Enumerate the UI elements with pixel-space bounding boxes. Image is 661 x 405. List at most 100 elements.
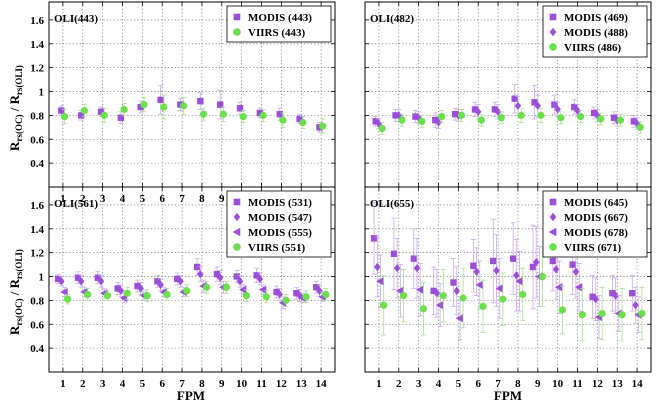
data-point [376, 277, 384, 286]
data-point [509, 255, 517, 262]
data-point [259, 111, 267, 119]
legend: MODIS (531) MODIS (547) MODIS (555) VIIRS (… [226, 190, 332, 258]
y-tick-label: 1 [39, 87, 45, 99]
y-tick-label: 0.6 [30, 134, 44, 146]
data-point [77, 112, 85, 119]
legend-box [542, 5, 648, 58]
data-point [638, 309, 646, 318]
x-tick-label: 2 [80, 193, 86, 205]
data-point [551, 101, 558, 108]
data-point [163, 290, 171, 299]
data-point [256, 109, 264, 117]
data-point [632, 300, 639, 310]
data-point [471, 106, 479, 113]
series-2 [374, 225, 639, 324]
data-point [499, 295, 507, 303]
data-point [143, 292, 151, 300]
legend-label: VIIRS (671) [564, 242, 621, 254]
x-tick-label: 13 [612, 378, 624, 390]
legend-box [226, 5, 332, 43]
data-point [494, 107, 502, 117]
data-point [236, 277, 244, 286]
data-point [120, 105, 128, 114]
data-point [380, 301, 388, 309]
data-point [77, 277, 85, 286]
legend-label: VIIRS (486) [564, 42, 621, 54]
x-tick-label: 9 [535, 378, 541, 390]
data-point [578, 311, 586, 319]
y-tick-label: 0.6 [30, 319, 44, 331]
x-tick-label: 9 [219, 378, 225, 390]
legend-label: MODIS (531) [248, 197, 312, 209]
x-tick-label: 8 [199, 378, 205, 390]
data-point [134, 282, 141, 290]
legend-marker [549, 212, 557, 222]
data-point [537, 111, 545, 119]
data-point [549, 257, 557, 265]
data-point [450, 279, 457, 286]
data-point [609, 290, 616, 297]
x-tick-label: 4 [120, 378, 126, 390]
legend-box [542, 190, 648, 258]
data-point [94, 274, 102, 281]
data-point [374, 262, 381, 272]
panel-title: OLI(655) [370, 198, 414, 210]
x-tick-label: 8 [199, 193, 205, 205]
data-point [117, 114, 125, 121]
x-tick-label: 7 [179, 193, 185, 205]
legend: MODIS (469) MODIS (488) VIIRS (486) [542, 5, 648, 58]
data-point [123, 289, 131, 297]
data-point [552, 265, 560, 274]
data-point [435, 300, 444, 310]
data-point [197, 97, 204, 105]
legend-marker [233, 28, 241, 36]
panel-title: OLI(482) [370, 13, 414, 25]
data-point [592, 294, 599, 304]
data-point [513, 271, 520, 280]
x-tick-label: 4 [436, 378, 442, 390]
data-point [58, 107, 65, 114]
data-point [74, 274, 82, 281]
data-point [183, 287, 191, 295]
data-point [412, 113, 419, 120]
data-point [222, 283, 231, 291]
x-tick-label: 7 [179, 378, 185, 390]
data-point [610, 114, 618, 121]
plot-frame [48, 186, 336, 373]
data-point [233, 273, 241, 280]
data-point [534, 101, 541, 111]
data-point [239, 285, 247, 294]
data-point [174, 275, 181, 283]
data-point [236, 105, 244, 112]
data-point [114, 285, 121, 292]
legend-marker [549, 13, 557, 21]
data-point [137, 284, 144, 293]
legend-marker [233, 13, 241, 21]
data-point [459, 294, 467, 302]
y-tick-label: 1.2 [30, 248, 44, 260]
series-1 [370, 202, 636, 319]
legend: MODIS (443) VIIRS (443) [226, 5, 332, 43]
y-tick-label: 1.6 [30, 200, 44, 212]
data-point [58, 277, 65, 286]
y-tick-label: 1 [39, 272, 45, 284]
panel-3: 0.40.60.811.21.41.61 2 3 4 5 6 7 8 9 10 11 12 13 14OL… [30, 186, 336, 390]
y-axis-title-top-sub2: rs(OLI) [14, 65, 24, 95]
series-4 [64, 280, 330, 307]
data-point [432, 116, 439, 124]
x-tick-label: 8 [515, 378, 521, 390]
data-point [430, 287, 437, 295]
data-point [140, 101, 148, 109]
y-axis-title-top: Rrs(OC) / Rrs(OLI) [7, 65, 24, 151]
legend-label: VIIRS (551) [248, 242, 305, 254]
data-point [517, 111, 525, 119]
x-tick-label: 2 [80, 378, 86, 390]
data-point [60, 287, 68, 297]
x-tick-label: 1 [376, 378, 382, 390]
legend-label: MODIS (547) [248, 212, 312, 224]
data-point [557, 114, 565, 122]
x-tick-label: 3 [100, 193, 106, 205]
data-point [157, 96, 164, 104]
x-tick-label: 10 [236, 378, 248, 390]
